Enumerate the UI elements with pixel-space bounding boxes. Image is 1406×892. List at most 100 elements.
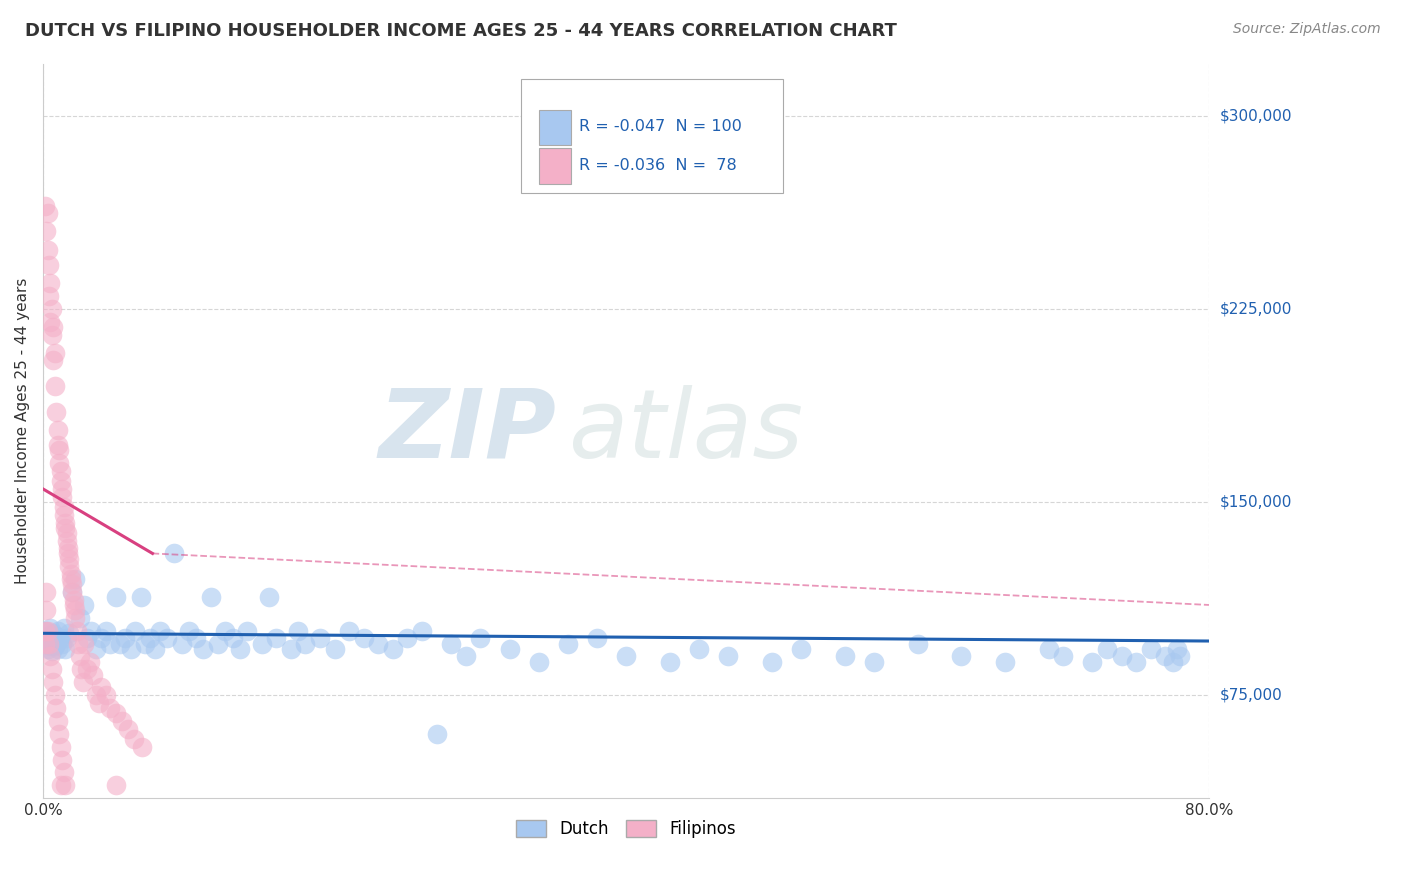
Point xyxy=(84,641,107,656)
Point xyxy=(42,626,65,640)
Point xyxy=(45,701,67,715)
Point xyxy=(39,649,62,664)
Point xyxy=(59,567,82,582)
Point xyxy=(56,546,79,560)
Point xyxy=(72,675,94,690)
Point xyxy=(688,641,710,656)
Point xyxy=(42,675,65,690)
Point xyxy=(44,345,66,359)
Point xyxy=(229,641,252,656)
Point xyxy=(55,632,77,646)
Point xyxy=(193,641,215,656)
Point xyxy=(48,456,70,470)
Point xyxy=(58,551,80,566)
Point xyxy=(717,649,740,664)
Point xyxy=(1125,655,1147,669)
Point xyxy=(200,591,222,605)
Point xyxy=(105,591,128,605)
Point xyxy=(862,655,884,669)
Point xyxy=(94,624,117,638)
Point xyxy=(294,637,316,651)
Point xyxy=(122,731,145,746)
Point xyxy=(39,315,62,329)
Text: DUTCH VS FILIPINO HOUSEHOLDER INCOME AGES 25 - 44 YEARS CORRELATION CHART: DUTCH VS FILIPINO HOUSEHOLDER INCOME AGE… xyxy=(25,22,897,40)
Point xyxy=(51,490,73,504)
Point xyxy=(52,508,75,522)
Point xyxy=(51,637,73,651)
Point xyxy=(138,632,160,646)
Point xyxy=(907,637,929,651)
Point xyxy=(131,739,153,754)
Point xyxy=(39,621,62,635)
Point xyxy=(48,443,70,458)
Point xyxy=(41,301,63,316)
Point xyxy=(45,405,67,419)
Point xyxy=(38,258,60,272)
Point xyxy=(52,500,75,514)
Text: atlas: atlas xyxy=(568,384,803,477)
FancyBboxPatch shape xyxy=(538,148,571,184)
Point xyxy=(90,632,112,646)
Point xyxy=(73,637,96,651)
Point xyxy=(105,706,128,720)
Point xyxy=(60,585,83,599)
Point xyxy=(53,641,76,656)
Point xyxy=(1081,655,1104,669)
Point xyxy=(367,637,389,651)
Point xyxy=(1139,641,1161,656)
Point xyxy=(37,206,59,220)
Point xyxy=(426,727,449,741)
Point xyxy=(52,621,75,635)
Point xyxy=(34,632,56,646)
Point xyxy=(186,632,208,646)
Point xyxy=(214,624,236,638)
Point xyxy=(207,637,229,651)
Point xyxy=(94,688,117,702)
Point xyxy=(950,649,973,664)
Point xyxy=(41,632,63,646)
Legend: Dutch, Filipinos: Dutch, Filipinos xyxy=(510,814,742,845)
Point xyxy=(38,634,60,648)
Point xyxy=(34,637,56,651)
FancyBboxPatch shape xyxy=(538,110,571,145)
Text: Source: ZipAtlas.com: Source: ZipAtlas.com xyxy=(1233,22,1381,37)
Point xyxy=(834,649,856,664)
Point xyxy=(34,624,56,638)
Point xyxy=(257,591,280,605)
Point xyxy=(70,662,93,676)
FancyBboxPatch shape xyxy=(522,78,783,193)
Point xyxy=(69,649,91,664)
Point xyxy=(35,637,58,651)
Point xyxy=(52,765,75,780)
Point xyxy=(44,379,66,393)
Point xyxy=(46,438,69,452)
Point xyxy=(51,482,73,496)
Point xyxy=(49,475,72,489)
Point xyxy=(60,585,83,599)
Point xyxy=(1154,649,1177,664)
Point xyxy=(45,637,67,651)
Point xyxy=(411,624,433,638)
Point xyxy=(1052,649,1074,664)
Text: R = -0.036  N =  78: R = -0.036 N = 78 xyxy=(579,158,737,173)
Point xyxy=(58,559,80,574)
Point xyxy=(236,624,259,638)
Point xyxy=(35,585,58,599)
Point xyxy=(149,624,172,638)
Point xyxy=(39,639,62,653)
Point xyxy=(65,611,87,625)
Point xyxy=(73,598,96,612)
Point xyxy=(280,641,302,656)
Point xyxy=(557,637,579,651)
Point xyxy=(46,624,69,638)
Point xyxy=(163,546,186,560)
Point xyxy=(55,533,77,548)
Point xyxy=(80,624,103,638)
Point xyxy=(56,541,79,556)
Point xyxy=(35,624,58,638)
Point xyxy=(250,637,273,651)
Point xyxy=(38,626,60,640)
Point xyxy=(39,276,62,290)
Point xyxy=(53,778,76,792)
Point xyxy=(323,641,346,656)
